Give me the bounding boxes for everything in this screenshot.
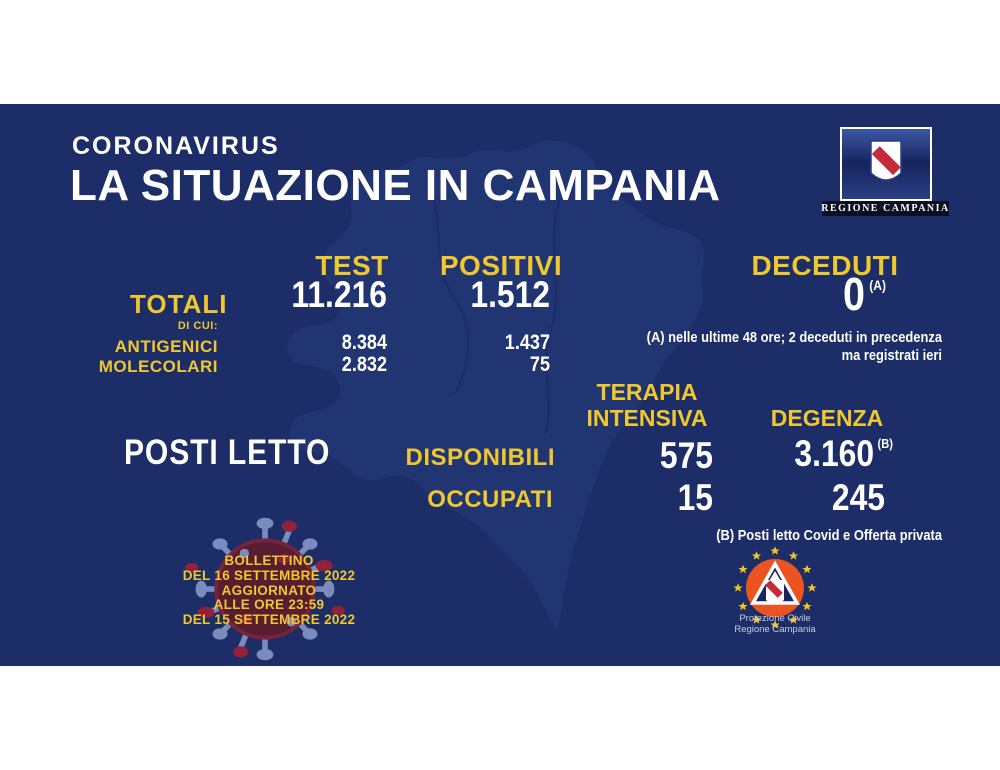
regione-campania-label: REGIONE CAMPANIA	[821, 201, 950, 216]
occupati-intensiva-value: 15	[677, 477, 713, 518]
deceduti-superscript: (A)	[869, 277, 886, 293]
antigenici-label: ANTIGENICI	[114, 337, 218, 356]
coronavirus-icon	[185, 517, 345, 661]
degenza-header: DEGENZA	[770, 405, 884, 431]
disponibili-degenza-row: 3.160 (B)	[712, 435, 893, 472]
protezione-civile-logo	[733, 546, 817, 629]
protezione-civile-label: Protezione Civile Regione Campania	[715, 613, 835, 635]
title-line2: LA SITUAZIONE IN CAMPANIA	[70, 161, 721, 210]
bulletin-block: BOLLETTINO DEL 16 SETTEMBRE 2022 AGGIORN…	[168, 553, 370, 628]
deceduti-header: DECEDUTI	[751, 250, 899, 281]
campania-shield-icon	[869, 140, 903, 186]
deceduti-total-row: 0 (A)	[714, 271, 886, 317]
terapia-intensiva-header: TERAPIA INTENSIVA	[547, 379, 747, 431]
disponibili-intensiva-value: 575	[659, 435, 713, 476]
occupati-degenza-value: 245	[831, 477, 885, 518]
molecolari-label: MOLECOLARI	[98, 357, 218, 376]
terapia-intensiva-line1: TERAPIA	[596, 379, 698, 405]
note-b: (B) Posti letto Covid e Offerta privata	[716, 527, 942, 544]
test-antigenici-value: 8.384	[341, 331, 387, 354]
regione-campania-label-text: REGIONE CAMPANIA	[821, 203, 950, 214]
bulletin-line5: DEL 15 SETTEMBRE 2022	[182, 612, 356, 628]
pc-label-line2: Regione Campania	[734, 624, 816, 635]
regione-campania-logo	[840, 127, 932, 201]
bulletin-line2: DEL 16 SETTEMBRE 2022	[182, 567, 356, 583]
degenza-superscript: (B)	[877, 436, 893, 451]
bulletin-line1: BOLLETTINO	[224, 553, 314, 568]
di-cui-label: DI CUI:	[177, 320, 218, 332]
note-a-line2: ma registrati ieri	[841, 346, 942, 364]
campania-map	[286, 140, 704, 630]
terapia-intensiva-line2: INTENSIVA	[586, 405, 708, 431]
positivi-molecolari-value: 75	[529, 353, 550, 376]
totali-label: TOTALI	[130, 289, 228, 319]
disponibili-degenza-value: 3.160	[794, 433, 875, 474]
posti-letto-label: POSTI LETTO	[124, 433, 331, 472]
test-molecolari-value: 2.832	[341, 353, 387, 376]
test-header: TEST	[315, 250, 389, 281]
note-a-line1: (A) nelle ultime 48 ore; 2 deceduti in p…	[646, 329, 942, 346]
bulletin-line3: AGGIORNATO	[221, 582, 317, 598]
deceduti-total-value: 0	[842, 268, 865, 320]
positivi-antigenici-value: 1.437	[504, 331, 550, 354]
pc-label-line1: Protezione Civile	[739, 613, 811, 624]
positivi-total-value: 1.512	[470, 274, 550, 315]
disponibili-label: DISPONIBILI	[405, 444, 555, 471]
positivi-header: POSITIVI	[439, 250, 563, 281]
note-a: (A) nelle ultime 48 ore; 2 deceduti in p…	[613, 329, 942, 364]
occupati-label: OCCUPATI	[427, 486, 553, 513]
test-total-value: 11.216	[291, 274, 387, 315]
bulletin-line4: ALLE ORE 23:59	[213, 597, 325, 613]
title-line1: CORONAVIRUS	[72, 132, 280, 160]
